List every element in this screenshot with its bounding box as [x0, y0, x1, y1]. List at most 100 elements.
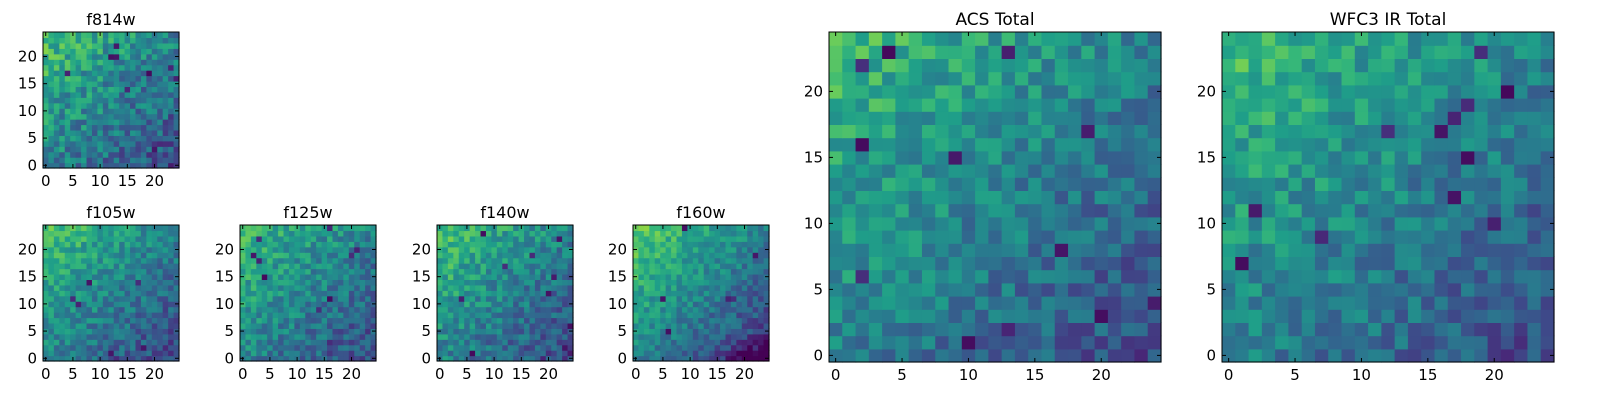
heatmap-cell — [1014, 335, 1029, 350]
heatmap-cell — [240, 290, 247, 297]
heatmap-cell — [1001, 256, 1016, 271]
heatmap-cell — [1434, 137, 1449, 152]
heatmap-cell — [162, 48, 169, 55]
heatmap-cell — [102, 146, 109, 153]
heatmap-cell — [1341, 190, 1356, 205]
heatmap-cell — [649, 246, 656, 253]
heatmap-cell — [829, 84, 843, 99]
heatmap-cell — [469, 328, 476, 335]
heatmap-cell — [130, 146, 137, 153]
heatmap-cell — [1381, 111, 1396, 125]
heatmap-cell — [671, 322, 678, 329]
heatmap-cell — [1540, 177, 1555, 191]
heatmap-cell — [1014, 45, 1029, 59]
heatmap-cell — [43, 295, 50, 302]
heatmap-cell — [725, 235, 732, 242]
heatmap-cell — [736, 306, 743, 313]
heatmap-cell — [829, 309, 843, 323]
heatmap-cell — [447, 257, 454, 264]
heatmap-cell — [370, 317, 377, 324]
heatmap-cell — [1514, 45, 1529, 59]
heatmap-cell — [720, 252, 727, 259]
heatmap-cell — [354, 230, 361, 237]
heatmap-cell — [240, 263, 247, 270]
heatmap-cell — [453, 273, 460, 280]
heatmap-cell — [1121, 84, 1136, 99]
heatmap-cell — [140, 322, 147, 329]
heatmap-cell — [48, 75, 55, 82]
heatmap-cell — [288, 317, 295, 324]
heatmap-cell — [53, 235, 60, 242]
heatmap-cell — [633, 350, 640, 357]
heatmap-cell — [1514, 111, 1529, 125]
heatmap-cell — [496, 279, 503, 286]
heatmap-cell — [1341, 348, 1356, 363]
heatmap-cell — [272, 225, 279, 232]
heatmap-cell — [130, 273, 137, 280]
heatmap-cell — [649, 328, 656, 335]
heatmap-cell — [321, 290, 328, 297]
heatmap-cell — [736, 350, 743, 357]
heatmap-cell — [1261, 335, 1276, 350]
heatmap-cell — [676, 317, 683, 324]
heatmap-cell — [1248, 243, 1263, 257]
heatmap-cell — [1261, 282, 1276, 297]
heatmap-cell — [59, 140, 66, 147]
heatmap-cell — [70, 230, 77, 237]
heatmap-cell — [250, 252, 257, 259]
heatmap-cell — [665, 350, 672, 357]
heatmap-cell — [113, 306, 120, 313]
heatmap-cell — [299, 312, 306, 319]
heatmap-cell — [469, 252, 476, 259]
heatmap-cell — [908, 322, 923, 337]
heatmap-cell — [75, 241, 82, 248]
heatmap-cell — [299, 257, 306, 264]
heatmap-cell — [283, 230, 290, 237]
heatmap-cell — [485, 301, 492, 308]
heatmap-cell — [842, 164, 857, 178]
heatmap-cell — [895, 335, 910, 350]
heatmap-cell — [855, 243, 870, 257]
heatmap-cell — [882, 71, 896, 86]
heatmap-cell — [485, 284, 492, 291]
heatmap-cell — [168, 295, 175, 302]
heatmap-cell — [332, 284, 339, 291]
heatmap-cell — [256, 284, 263, 291]
heatmap-cell — [91, 252, 98, 259]
heatmap-cell — [146, 344, 153, 351]
heatmap-cell — [725, 355, 732, 362]
heatmap-cell — [135, 301, 142, 308]
heatmap-cell — [146, 312, 153, 319]
heatmap-cell — [310, 263, 317, 270]
heatmap-cell — [1235, 177, 1250, 191]
heatmap-cell — [763, 257, 770, 264]
heatmap-cell — [124, 135, 131, 142]
heatmap-cell — [671, 290, 678, 297]
heatmap-cell — [130, 317, 137, 324]
heatmap-cell — [703, 235, 710, 242]
heatmap-cell — [562, 339, 569, 346]
heatmap-cell — [48, 162, 55, 169]
heatmap-cell — [1354, 164, 1369, 178]
heatmap-cell — [524, 257, 531, 264]
heatmap-cell — [1314, 45, 1329, 59]
heatmap-cell — [1054, 177, 1069, 191]
heatmap-cell — [480, 355, 487, 362]
heatmap-cell — [480, 317, 487, 324]
heatmap-cell — [763, 252, 770, 259]
heatmap-cell — [108, 157, 115, 164]
heatmap-cell — [332, 355, 339, 362]
heatmap-cell — [70, 102, 77, 109]
heatmap-cell — [698, 225, 705, 232]
heatmap-cell — [1461, 98, 1475, 112]
heatmap-cell — [458, 252, 465, 259]
heatmap-cell — [829, 256, 843, 271]
heatmap-cell — [1288, 348, 1303, 363]
heatmap-cell — [507, 312, 514, 319]
heatmap-cell — [1341, 216, 1356, 231]
heatmap-cell — [1014, 150, 1029, 165]
heatmap-cell — [1368, 71, 1382, 86]
heatmap-cell — [518, 273, 525, 280]
heatmap-cell — [534, 355, 541, 362]
heatmap-cell — [1354, 45, 1369, 59]
